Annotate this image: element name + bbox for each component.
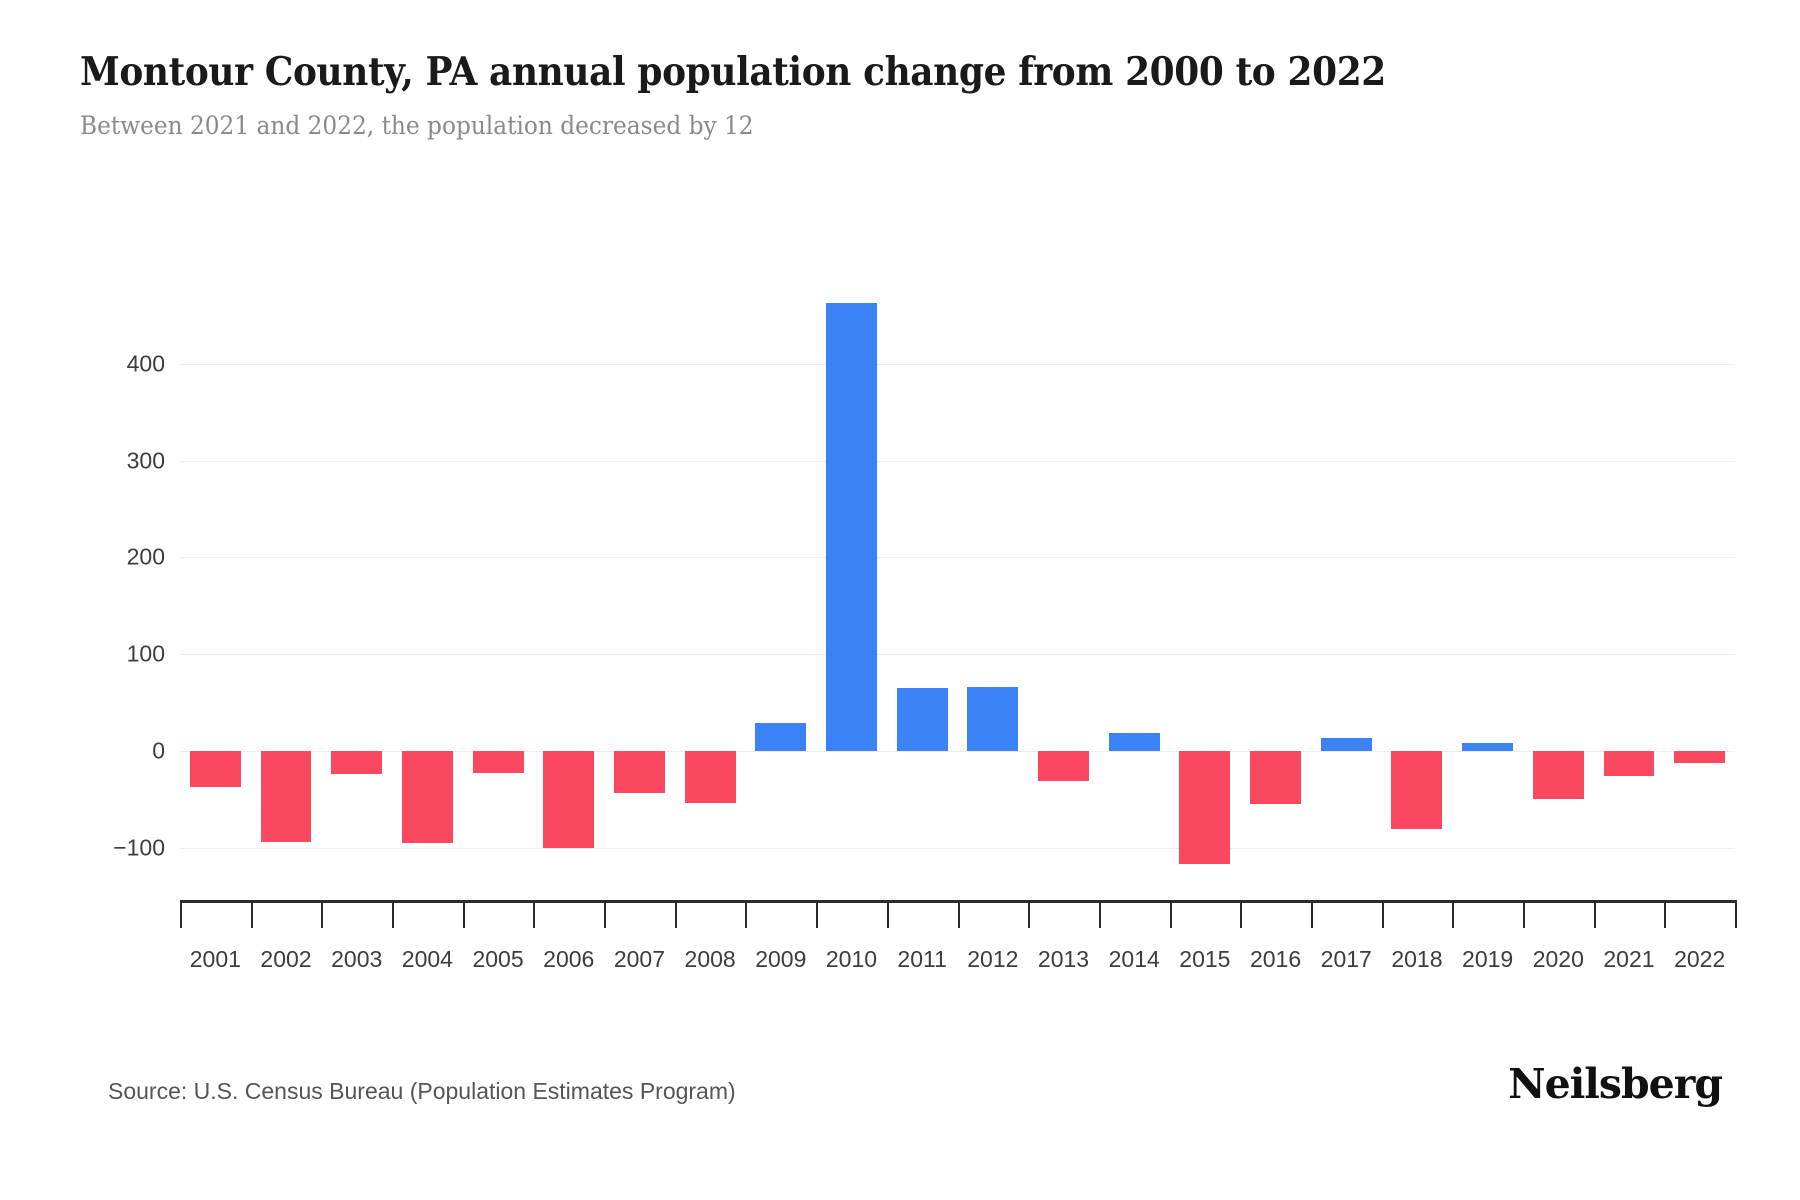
bar-2007[interactable] <box>613 751 665 793</box>
x-axis-tick <box>1169 900 1172 928</box>
x-axis-tick <box>250 900 253 928</box>
bar-2022[interactable] <box>1674 751 1726 763</box>
x-axis-tick <box>1310 900 1313 928</box>
x-axis-tick <box>462 900 465 928</box>
x-axis-tick <box>957 900 960 928</box>
x-axis-tick-label: 2005 <box>472 946 524 972</box>
bar-2003[interactable] <box>331 751 383 775</box>
x-axis-tick <box>1593 900 1596 928</box>
x-axis-tick-label: 2012 <box>967 946 1019 972</box>
y-axis-tick-label: 100 <box>126 640 165 667</box>
x-axis-tick <box>321 900 324 928</box>
x-axis-tick <box>604 900 607 928</box>
gridline-200 <box>180 557 1735 559</box>
x-axis-tick <box>1735 900 1737 928</box>
y-axis-tick-label: 300 <box>126 447 165 474</box>
x-axis-tick <box>180 900 182 928</box>
x-axis-tick-label: 2013 <box>1037 946 1090 972</box>
chart-header: Montour County, PA annual population cha… <box>80 50 1720 141</box>
chart-subtitle: Between 2021 and 2022, the population de… <box>80 110 754 140</box>
x-axis-tick <box>1664 900 1667 928</box>
bar-2015[interactable] <box>1179 751 1231 865</box>
x-axis-tick <box>392 900 395 928</box>
bar-2011[interactable] <box>896 688 948 751</box>
y-axis-tick-label: 200 <box>126 543 165 570</box>
gridline-100 <box>180 654 1735 656</box>
x-axis-tick <box>1452 900 1455 928</box>
x-axis-tick-label: 2002 <box>260 946 312 972</box>
x-axis-tick-label: 2019 <box>1462 946 1514 972</box>
x-axis-tick-label: 2020 <box>1532 946 1584 972</box>
x-axis-tick <box>745 900 748 928</box>
bar-2020[interactable] <box>1532 751 1584 800</box>
bar-2004[interactable] <box>401 751 453 843</box>
x-axis-tick-label: 2010 <box>825 946 878 972</box>
x-axis-tick-label: 2004 <box>401 946 453 972</box>
bar-2009[interactable] <box>755 722 807 751</box>
gridline-400 <box>180 363 1735 365</box>
bar-2017[interactable] <box>1320 738 1372 751</box>
bar-2013[interactable] <box>1038 751 1089 781</box>
x-axis-tick <box>533 900 536 928</box>
x-axis-tick-label: 2022 <box>1674 946 1726 972</box>
x-axis-tick <box>886 900 889 928</box>
x-axis-tick <box>1522 900 1525 928</box>
bar-2018[interactable] <box>1391 751 1443 830</box>
bar-2005[interactable] <box>472 751 524 774</box>
brand-logo: Neilsberg <box>1508 1060 1723 1108</box>
bar-2021[interactable] <box>1603 751 1655 777</box>
bar-2012[interactable] <box>967 687 1019 751</box>
x-axis-tick-label: 2017 <box>1320 946 1372 972</box>
x-axis-tick-label: 2011 <box>897 946 947 972</box>
source-note: Source: U.S. Census Bureau (Population E… <box>108 1078 736 1104</box>
x-axis-tick-label: 2021 <box>1603 946 1655 972</box>
bar-2016[interactable] <box>1250 751 1301 805</box>
x-axis-tick-label: 2006 <box>543 946 595 972</box>
bar-2001[interactable] <box>189 751 241 787</box>
y-axis-tick-label: 400 <box>126 350 165 377</box>
y-axis-tick-label: −100 <box>113 834 165 861</box>
x-axis-tick-label: 2008 <box>684 946 736 972</box>
x-axis-tick <box>674 900 677 928</box>
bar-2014[interactable] <box>1108 732 1160 751</box>
x-axis-tick <box>1028 900 1031 928</box>
gridline--100 <box>180 847 1735 849</box>
gridline-300 <box>180 460 1735 462</box>
x-axis-tick <box>1381 900 1384 928</box>
x-axis-tick <box>816 900 819 928</box>
x-axis-tick-label: 2001 <box>189 946 241 972</box>
x-axis-tick-label: 2018 <box>1391 946 1443 972</box>
bar-2006[interactable] <box>543 751 595 848</box>
x-axis-tick-label: 2009 <box>755 946 807 972</box>
x-axis-tick-label: 2016 <box>1249 946 1302 972</box>
gridline-0 <box>180 751 1735 752</box>
y-axis-tick-label: 0 <box>152 737 165 764</box>
x-axis-tick-label: 2015 <box>1179 946 1231 972</box>
bar-2008[interactable] <box>684 751 736 804</box>
x-axis-tick-label: 2014 <box>1108 946 1160 972</box>
bar-2010[interactable] <box>826 302 877 751</box>
x-axis-tick-label: 2003 <box>331 946 383 972</box>
page-title: Montour County, PA annual population cha… <box>80 49 1386 95</box>
bar-2019[interactable] <box>1462 743 1514 751</box>
bar-2002[interactable] <box>260 751 312 842</box>
x-axis-tick-label: 2007 <box>613 946 666 972</box>
x-axis-tick <box>1240 900 1243 928</box>
x-axis-tick <box>1098 900 1101 928</box>
